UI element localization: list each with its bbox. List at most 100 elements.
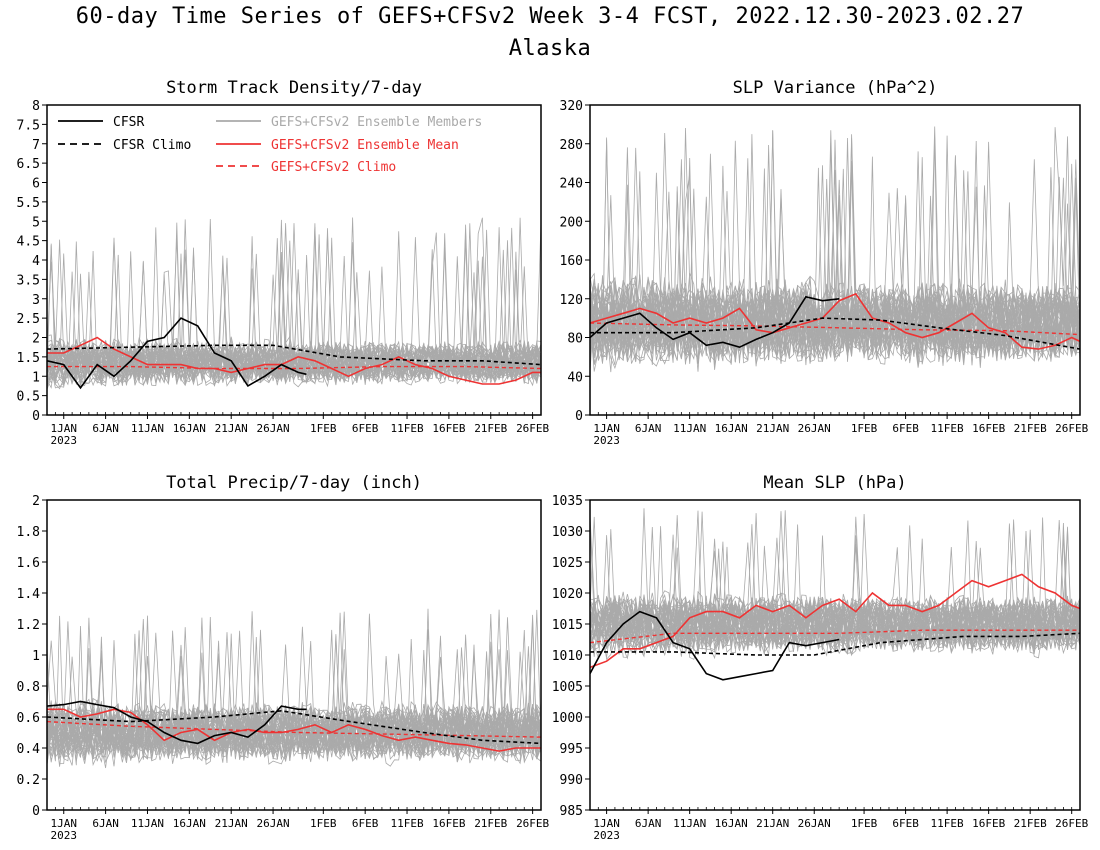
y-tick-label: 280 <box>560 138 583 153</box>
x-tick-label: 6JAN <box>92 817 119 830</box>
x-year-label: 2023 <box>593 434 620 447</box>
x-tick-label: 16JAN <box>715 422 748 435</box>
x-tick-label: 11FEB <box>390 817 423 830</box>
ensemble-member-line <box>47 219 541 381</box>
x-tick-label: 26JAN <box>798 422 831 435</box>
ensemble-member-line <box>590 130 1080 363</box>
series-line-gefs-cfsv2-ensemble-mean <box>47 336 541 385</box>
y-tick-label: 990 <box>560 773 583 788</box>
y-tick-label: 1 <box>32 649 40 664</box>
plot-area <box>590 126 1080 373</box>
legend-label: CFSR <box>113 115 144 130</box>
ensemble-member-line <box>590 543 1080 653</box>
series-line-cfsr-climo <box>590 317 1080 350</box>
y-tick-label: 1000 <box>552 711 583 726</box>
panel-title: SLP Variance (hPa^2) <box>733 78 938 98</box>
x-tick-label: 6JAN <box>92 422 119 435</box>
x-tick-label: 21FEB <box>1014 817 1047 830</box>
chart-panel-1: SLP Variance (hPa^2) 0 40 80 120 160 200 240 280… <box>560 78 1089 447</box>
y-tick-label: 6.5 <box>17 157 40 172</box>
y-tick-label: 2 <box>32 332 40 347</box>
chart-panel-3: Mean SLP (hPa) 985 990 995 1000 1005 1010 1015 1… <box>552 473 1089 842</box>
y-tick-label: 0 <box>575 409 583 424</box>
x-tick-label: 6FEB <box>352 422 379 435</box>
y-tick-label: 80 <box>567 332 583 347</box>
x-tick-label: 1JAN <box>50 817 77 830</box>
x-tick-label: 11JAN <box>673 422 706 435</box>
y-tick-label: 1010 <box>552 649 583 664</box>
x-tick-label: 1JAN <box>593 817 620 830</box>
y-tick-label: 1020 <box>552 587 583 602</box>
x-tick-label: 1FEB <box>851 817 878 830</box>
y-tick-label: 1015 <box>552 618 583 633</box>
x-tick-label: 1JAN <box>50 422 77 435</box>
series-line-cfsr <box>590 610 840 681</box>
y-tick-label: 3.5 <box>17 273 40 288</box>
ensemble-member-line <box>590 526 1080 659</box>
x-tick-label: 26FEB <box>1055 422 1088 435</box>
plot-area <box>590 508 1080 681</box>
x-tick-label: 16JAN <box>173 817 206 830</box>
x-year-label: 2023 <box>50 434 77 447</box>
ensemble-member-line <box>47 229 541 386</box>
x-tick-label: 6FEB <box>892 817 919 830</box>
x-tick-label: 21FEB <box>474 422 507 435</box>
x-tick-label: 26JAN <box>257 422 290 435</box>
y-tick-label: 1.6 <box>17 556 40 571</box>
ensemble-member-line <box>47 617 541 764</box>
ensemble-member-line <box>590 515 1080 644</box>
x-tick-label: 26FEB <box>1055 817 1088 830</box>
panel-title: Storm Track Density/7-day <box>166 78 422 98</box>
x-tick-label: 26JAN <box>257 817 290 830</box>
series-line-gefs-cfsv2-ensemble-mean <box>47 708 541 752</box>
x-tick-label: 21FEB <box>1014 422 1047 435</box>
x-tick-label: 1JAN <box>593 422 620 435</box>
y-tick-label: 1.8 <box>17 525 40 540</box>
x-tick-label: 16FEB <box>972 422 1005 435</box>
series-line-gefs-cfsv2-ensemble-mean <box>590 292 1080 350</box>
legend-label: CFSR Climo <box>113 138 191 153</box>
series-line-cfsr-climo <box>47 344 541 366</box>
x-tick-label: 16JAN <box>715 817 748 830</box>
y-tick-label: 1.4 <box>17 587 41 602</box>
x-tick-label: 6JAN <box>635 817 662 830</box>
y-tick-label: 0 <box>32 804 40 819</box>
ensemble-member-line <box>590 147 1080 357</box>
x-tick-label: 21JAN <box>215 817 248 830</box>
x-tick-label: 1FEB <box>310 422 337 435</box>
y-tick-label: 6 <box>32 177 40 192</box>
x-tick-label: 16FEB <box>972 817 1005 830</box>
x-tick-label: 6FEB <box>352 817 379 830</box>
y-tick-label: 1035 <box>552 494 583 509</box>
x-tick-label: 21JAN <box>756 422 789 435</box>
series-line-cfsr-climo <box>590 632 1080 656</box>
ensemble-member-line <box>47 617 541 756</box>
series-line-gefs-cfsv2-ensemble-mean <box>590 573 1080 669</box>
x-tick-label: 11FEB <box>931 817 964 830</box>
y-tick-label: 1025 <box>552 556 583 571</box>
series-line-cfsr <box>590 295 840 349</box>
plot-area <box>47 608 541 769</box>
y-tick-label: 2.5 <box>17 312 40 327</box>
y-tick-label: 4.5 <box>17 235 40 250</box>
x-tick-label: 11FEB <box>390 422 423 435</box>
y-tick-label: 1030 <box>552 525 583 540</box>
ensemble-member-line <box>590 598 1080 650</box>
x-tick-label: 1FEB <box>851 422 878 435</box>
y-tick-label: 3 <box>32 293 40 308</box>
y-tick-label: 320 <box>560 99 583 114</box>
y-tick-label: 2 <box>32 494 40 509</box>
y-tick-label: 1005 <box>552 680 583 695</box>
x-tick-label: 21JAN <box>215 422 248 435</box>
figure-subtitle-region: Alaska <box>508 36 592 61</box>
x-tick-label: 26JAN <box>798 817 831 830</box>
series-line-gefs-cfsv2-climo <box>590 322 1080 336</box>
y-tick-label: 40 <box>567 370 583 385</box>
x-tick-label: 21FEB <box>474 817 507 830</box>
x-tick-label: 16FEB <box>432 422 465 435</box>
y-tick-label: 1 <box>32 370 40 385</box>
panel-title: Mean SLP (hPa) <box>763 473 906 493</box>
x-tick-label: 16JAN <box>173 422 206 435</box>
plot-frame <box>589 499 1081 811</box>
